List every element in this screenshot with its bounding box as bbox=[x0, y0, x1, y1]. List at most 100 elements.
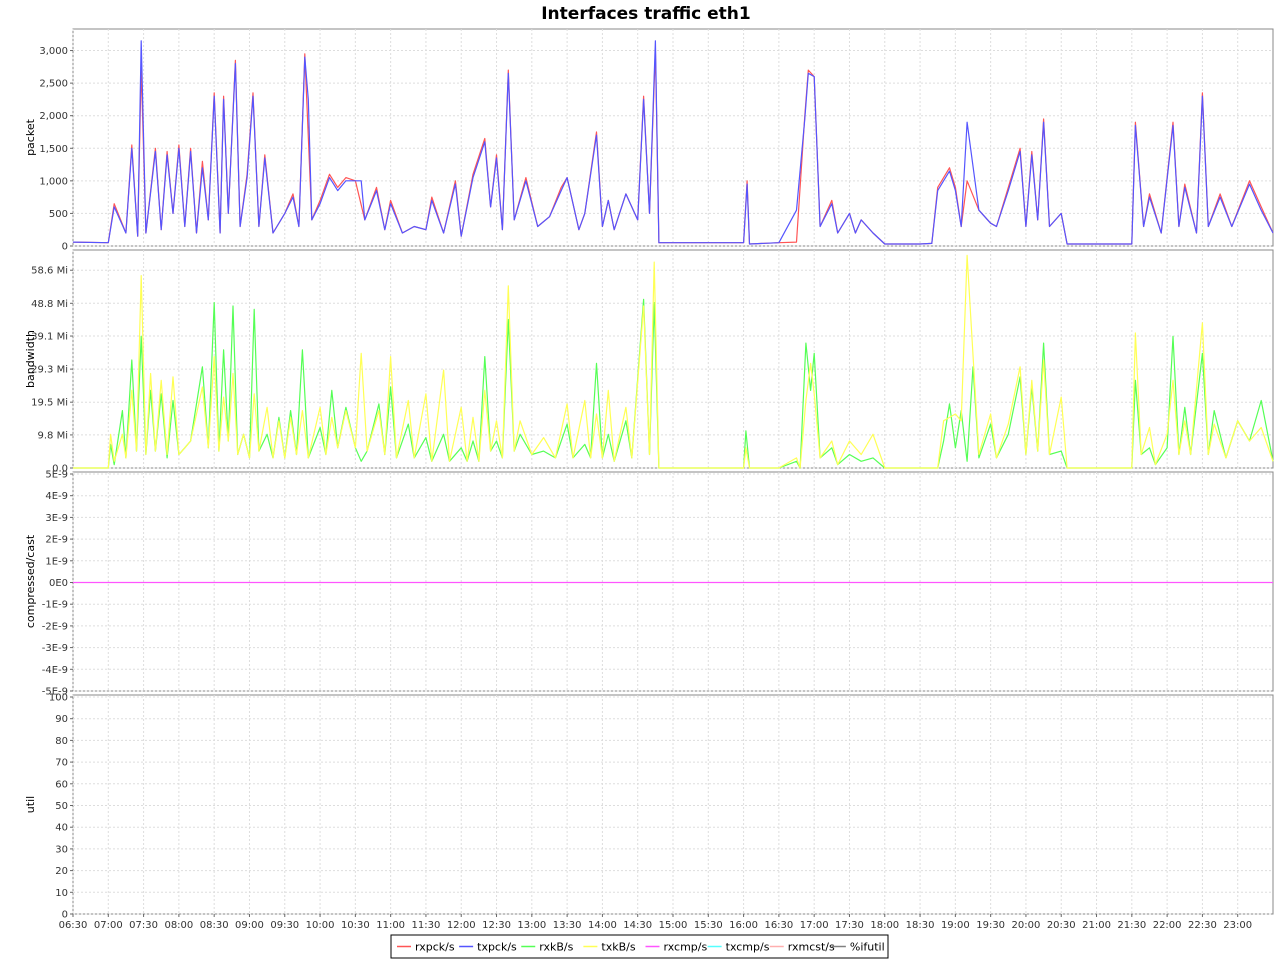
x-tick-label: 16:00 bbox=[729, 920, 758, 931]
panel-packet: 0 500 1,000 1,500 2,000 2,500 3,000 packet bbox=[24, 28, 1274, 253]
x-tick-label: 10:00 bbox=[306, 920, 335, 931]
x-tick-label: 12:30 bbox=[482, 920, 511, 931]
chart-title: Interfaces traffic eth1 bbox=[541, 4, 751, 24]
y-tick-label: 50 bbox=[55, 801, 68, 812]
legend-label: txcmp/s bbox=[726, 941, 770, 954]
legend-label: rxkB/s bbox=[539, 941, 573, 954]
chart-panels: 05001,0001,5002,0002,5003,000packet0.09.… bbox=[24, 28, 1274, 921]
x-tick-label: 13:00 bbox=[517, 920, 546, 931]
legend-label: rxpck/s bbox=[415, 941, 455, 954]
y-tick-label: 2E-9 bbox=[45, 535, 68, 546]
y-tick-label: -1E-9 bbox=[42, 600, 68, 611]
legend-item: txkB/s bbox=[583, 941, 636, 954]
y-tick-label: 0.0 bbox=[52, 464, 68, 475]
y-tick-label: 48.8 Mi bbox=[31, 299, 68, 310]
y-tick-label: 60 bbox=[55, 779, 68, 790]
x-tick-label: 20:30 bbox=[1047, 920, 1076, 931]
y-tick-label: 80 bbox=[55, 736, 68, 747]
y-tick-label: 70 bbox=[55, 758, 68, 769]
x-tick-label: 15:30 bbox=[694, 920, 723, 931]
x-tick-label: 17:00 bbox=[800, 920, 829, 931]
x-tick-label: 14:00 bbox=[588, 920, 617, 931]
x-tick-label: 22:30 bbox=[1188, 920, 1217, 931]
y-tick-label: -2E-9 bbox=[42, 621, 68, 632]
y-tick-label: 39.1 Mi bbox=[31, 332, 68, 343]
panel-util: 0 10 20 30 40 50 60 70 80 90 100 util bbox=[24, 693, 1274, 921]
x-tick-label: 23:00 bbox=[1223, 920, 1252, 931]
x-tick-label: 11:00 bbox=[376, 920, 405, 931]
x-tick-label: 08:00 bbox=[164, 920, 193, 931]
x-tick-label: 21:00 bbox=[1082, 920, 1111, 931]
y-tick-label: 0 bbox=[62, 242, 68, 253]
x-tick-label: 18:00 bbox=[870, 920, 899, 931]
y-tick-label: 19.5 Mi bbox=[31, 398, 68, 409]
x-tick-label: 17:30 bbox=[835, 920, 864, 931]
y-axis-label: compressed/cast bbox=[24, 534, 37, 628]
x-tick-label: 18:30 bbox=[906, 920, 935, 931]
y-tick-label: 2,500 bbox=[39, 79, 68, 90]
legend-label: rxcmp/s bbox=[664, 941, 708, 954]
legend-item: rxmcst/s bbox=[769, 941, 835, 954]
y-tick-label: 9.8 Mi bbox=[38, 430, 69, 441]
legend-item: %ifutil bbox=[831, 941, 885, 954]
x-tick-label: 14:30 bbox=[623, 920, 652, 931]
y-tick-label: 0E0 bbox=[49, 578, 68, 589]
legend-label: %ifutil bbox=[850, 941, 885, 954]
legend-label: rxmcst/s bbox=[788, 941, 835, 954]
y-tick-label: 1E-9 bbox=[45, 556, 68, 567]
legend-box bbox=[390, 934, 889, 959]
x-tick-label: 11:30 bbox=[412, 920, 441, 931]
x-tick-label: 19:00 bbox=[941, 920, 970, 931]
x-tick-label: 07:30 bbox=[129, 920, 158, 931]
y-tick-label: 2,000 bbox=[39, 111, 68, 122]
chart-legend: rxpck/s txpck/s rxkB/s txkB/s rxcmp/s txcmp/s… bbox=[390, 934, 889, 959]
x-tick-label: 16:30 bbox=[764, 920, 793, 931]
y-tick-label: 30 bbox=[55, 844, 68, 855]
legend-item: rxcmp/s bbox=[645, 941, 708, 954]
legend-item: rxpck/s bbox=[397, 941, 455, 954]
y-tick-label: 5E-9 bbox=[45, 470, 68, 481]
y-tick-label: 500 bbox=[49, 209, 68, 220]
y-tick-label: 4E-9 bbox=[45, 491, 68, 502]
series-line-txpck-s bbox=[72, 40, 1274, 245]
y-tick-label: 0 bbox=[62, 910, 68, 921]
panel-bandwidth: 0.0 9.8 Mi 19.5 Mi 29.3 Mi 39.1 Mi 48.8 Mi 58.… bbox=[24, 249, 1274, 475]
legend-label: txkB/s bbox=[601, 941, 635, 954]
legend-item: rxkB/s bbox=[521, 941, 574, 954]
y-tick-label: 3E-9 bbox=[45, 513, 68, 524]
x-axis: 06:30 07:00 07:30 08:00 08:30 09:00 09:30 10:00… bbox=[59, 914, 1252, 931]
y-axis-label: bandwidth bbox=[24, 330, 37, 388]
x-tick-label: 22:00 bbox=[1153, 920, 1182, 931]
legend-item: txpck/s bbox=[459, 941, 517, 954]
x-tick-label: 15:00 bbox=[659, 920, 688, 931]
y-tick-label: -4E-9 bbox=[42, 665, 68, 676]
x-tick-label: 10:30 bbox=[341, 920, 370, 931]
panel-compressed-cast: 5E-9 4E-9 3E-9 2E-9 1E-9 0E0 -1E-9 -2E-9 -3E-9 -4… bbox=[24, 470, 1274, 698]
x-tick-label: 07:00 bbox=[94, 920, 123, 931]
y-tick-label: -5E-9 bbox=[42, 687, 68, 698]
x-tick-label: 20:00 bbox=[1012, 920, 1041, 931]
y-tick-label: 10 bbox=[55, 888, 68, 899]
y-tick-label: 3,000 bbox=[39, 46, 68, 57]
x-tick-label: 08:30 bbox=[200, 920, 229, 931]
x-tick-label: 06:30 bbox=[59, 920, 88, 931]
y-tick-label: 1,000 bbox=[39, 176, 68, 187]
y-tick-label: 1,500 bbox=[39, 144, 68, 155]
y-tick-label: -3E-9 bbox=[42, 643, 68, 654]
y-tick-label: 40 bbox=[55, 823, 68, 834]
y-tick-label: 58.6 Mi bbox=[31, 266, 68, 277]
y-tick-label: 100 bbox=[49, 693, 68, 704]
y-tick-label: 90 bbox=[55, 714, 68, 725]
y-tick-label: 29.3 Mi bbox=[31, 365, 68, 376]
x-tick-label: 21:30 bbox=[1117, 920, 1146, 931]
x-tick-label: 09:00 bbox=[235, 920, 264, 931]
x-tick-label: 13:30 bbox=[553, 920, 582, 931]
x-tick-label: 12:00 bbox=[447, 920, 476, 931]
y-tick-label: 20 bbox=[55, 866, 68, 877]
legend-item: txcmp/s bbox=[707, 941, 770, 954]
legend-label: txpck/s bbox=[477, 941, 517, 954]
x-tick-label: 09:30 bbox=[270, 920, 299, 931]
y-axis-label: packet bbox=[24, 118, 37, 156]
x-tick-label: 19:30 bbox=[976, 920, 1005, 931]
